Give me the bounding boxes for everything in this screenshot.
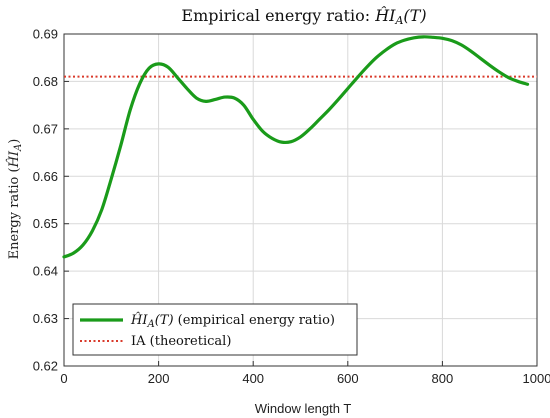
chart-title-prefix: Empirical energy ratio: — [181, 6, 375, 25]
chart-title-symbol-arg: (T) — [403, 6, 426, 25]
x-tick-label-2: 400 — [242, 371, 264, 386]
data-series — [62, 35, 537, 259]
y-axis-label-symbol: ĤI — [6, 150, 22, 168]
legend-label-empirical-symbol-sub: A — [146, 319, 154, 330]
y-tick-label-0: 0.62 — [33, 359, 58, 374]
chart-title-symbol-sub: A — [394, 14, 403, 27]
y-tick-label-5: 0.67 — [33, 121, 58, 136]
chart-title-symbol: ĤI — [374, 5, 396, 25]
legend-box — [72, 303, 358, 356]
y-tick-label-4: 0.66 — [33, 169, 58, 184]
y-tick-label-7: 0.69 — [33, 27, 58, 42]
legend-label-theoretical: IA (theoretical) — [131, 334, 231, 349]
x-tick-label-0: 0 — [60, 371, 67, 386]
x-tick-label-4: 800 — [432, 371, 454, 386]
y-tick-label-1: 0.63 — [33, 311, 58, 326]
y-tick-label-3: 0.65 — [33, 216, 58, 231]
legend-label-empirical-symbol-arg: (T) — [155, 313, 174, 328]
x-tick-label-1: 200 — [148, 371, 170, 386]
y-axis-label-symbol-sub: A — [13, 144, 24, 152]
legend-label-empirical-suffix: (empirical energy ratio) — [174, 313, 335, 328]
chart-title: Empirical energy ratio: ĤIA(T) — [181, 5, 426, 27]
y-axis-label: Energy ratio (ĤIA) — [6, 139, 24, 260]
x-tick-label-3: 600 — [337, 371, 359, 386]
series-line-empirical — [62, 35, 530, 259]
x-tick-label-5: 1000 — [523, 371, 550, 386]
legend-label-empirical-symbol: ĤI — [130, 312, 148, 328]
plot-frame — [63, 33, 538, 367]
legend: ĤIA(T) (empirical energy ratio) IA (theo… — [72, 303, 358, 356]
y-axis-label-suffix: ) — [7, 139, 22, 144]
y-tick-label-2: 0.64 — [33, 264, 58, 279]
x-axis-label: Window length T — [255, 401, 352, 416]
y-tick-label-6: 0.68 — [33, 74, 58, 89]
legend-label-empirical: ĤIA(T) (empirical energy ratio) — [130, 312, 335, 330]
axis-ticks: 0 200 400 600 800 1000 0.62 0.63 0.64 0.65 0.66 0.6… — [33, 27, 550, 387]
y-axis-label-prefix: Energy ratio ( — [7, 167, 22, 259]
